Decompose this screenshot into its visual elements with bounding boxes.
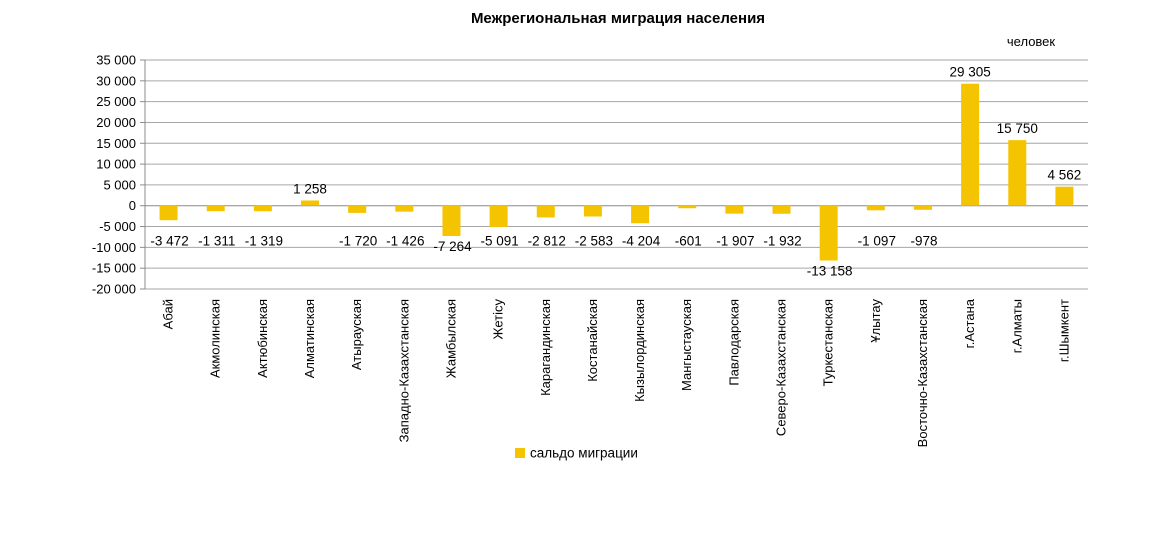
- gridlines: [145, 59, 1088, 290]
- legend: сальдо миграции: [515, 446, 638, 461]
- data-label: -3 472: [150, 234, 188, 249]
- data-label: -1 932: [763, 234, 801, 249]
- bars: [159, 83, 1074, 261]
- x-axis: Абай Акмолинская Актюбинская Алматинская Аты…: [161, 298, 1072, 447]
- y-tick-label: -10 000: [92, 240, 136, 255]
- bar: [631, 205, 650, 224]
- legend-swatch: [515, 448, 525, 458]
- data-label: -2 812: [528, 234, 566, 249]
- category-label: Жамбылская: [443, 299, 458, 378]
- category-label: Ұлытау: [868, 299, 883, 343]
- category-label: Актюбинская: [255, 299, 270, 378]
- category-label: Акмолинская: [208, 299, 223, 378]
- bar: [489, 205, 508, 227]
- y-tick-label: -20 000: [92, 282, 136, 297]
- data-label: -601: [675, 234, 702, 249]
- category-label: Западно-Казахстанская: [396, 299, 411, 442]
- category-label: Восточно-Казахстанская: [915, 299, 930, 447]
- y-tick-label: 30 000: [96, 73, 136, 88]
- unit-label: человек: [1007, 34, 1056, 49]
- category-label: Атырауская: [349, 299, 364, 370]
- data-label: -1 720: [339, 234, 377, 249]
- bar: [583, 205, 602, 217]
- category-label: Северо-Казахстанская: [774, 299, 789, 436]
- bar: [159, 205, 178, 221]
- category-label: Костанайская: [585, 299, 600, 382]
- bar: [678, 205, 697, 209]
- data-label: -5 091: [480, 234, 518, 249]
- data-label: -1 097: [858, 234, 896, 249]
- bar: [961, 83, 980, 206]
- category-label: Павлодарская: [726, 299, 741, 386]
- category-label: Кызылординская: [632, 299, 647, 402]
- category-label: Жетісу: [491, 299, 506, 340]
- legend-label: сальдо миграции: [530, 446, 638, 461]
- bar: [819, 205, 838, 261]
- bar: [348, 205, 367, 213]
- y-tick-label: 35 000: [96, 53, 136, 68]
- y-tick-label: 25 000: [96, 94, 136, 109]
- bar: [913, 205, 932, 210]
- category-label: г.Астана: [962, 298, 977, 348]
- category-label: Туркестанская: [821, 299, 836, 386]
- category-label: г.Алматы: [1009, 299, 1024, 353]
- data-label: -4 204: [622, 234, 661, 249]
- data-label: -1 319: [245, 234, 283, 249]
- category-label: Алматинская: [302, 299, 317, 378]
- bar: [536, 205, 555, 218]
- bar: [772, 205, 791, 214]
- bar: [866, 205, 885, 211]
- y-tick-label: 20 000: [96, 115, 136, 130]
- data-label: -2 583: [575, 234, 613, 249]
- data-label: 29 305: [949, 65, 990, 80]
- bar: [253, 205, 272, 212]
- y-tick-label: -5 000: [99, 219, 136, 234]
- y-tick-label: 15 000: [96, 136, 136, 151]
- bar: [206, 205, 225, 212]
- chart-title: Межрегиональная миграция населения: [471, 10, 765, 27]
- bar: [395, 205, 414, 212]
- data-label: 15 750: [997, 121, 1038, 136]
- y-tick-label: 5 000: [103, 177, 136, 192]
- data-labels: -3 472 -1 311 -1 319 1 258 -1 720 -1 426 -7 26…: [150, 65, 1081, 279]
- data-label: 4 562: [1048, 168, 1082, 183]
- data-label: 1 258: [293, 181, 327, 196]
- bar: [1055, 186, 1074, 206]
- category-label: Абай: [161, 299, 176, 329]
- bar: [725, 205, 744, 214]
- y-axis: 35 000 30 000 25 000 20 000 15 000 10 000 5 00…: [92, 53, 146, 297]
- category-label: г.Шымкент: [1056, 299, 1071, 362]
- data-label: -7 264: [433, 239, 472, 254]
- data-label: -13 158: [807, 264, 853, 279]
- bar: [1008, 140, 1027, 206]
- y-tick-label: 10 000: [96, 157, 136, 172]
- data-label: -1 311: [198, 234, 235, 249]
- y-tick-label: 0: [129, 198, 136, 213]
- data-label: -1 907: [716, 234, 754, 249]
- data-label: -1 426: [386, 234, 424, 249]
- bar: [301, 200, 320, 206]
- category-label: Карагандинская: [538, 299, 553, 396]
- bar: [442, 205, 461, 236]
- category-label: Мангыстауская: [679, 299, 694, 391]
- data-label: -978: [910, 234, 937, 249]
- y-tick-label: -15 000: [92, 261, 136, 276]
